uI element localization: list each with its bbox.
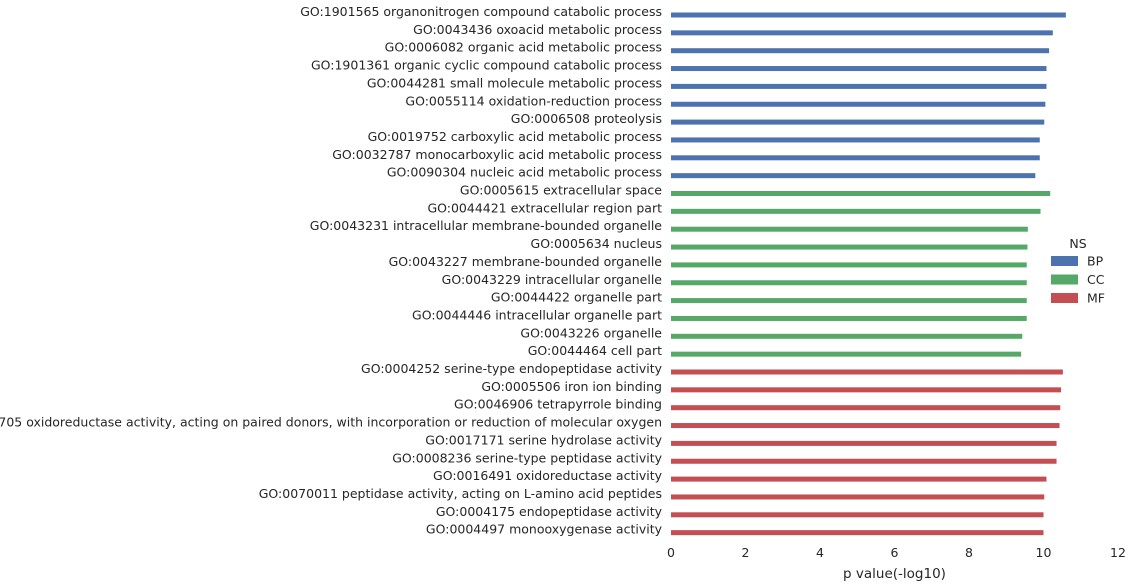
- bar-bp: [671, 155, 1040, 161]
- category-label: GO:0004497 monooxygenase activity: [426, 522, 663, 537]
- bar-mf: [671, 476, 1047, 482]
- bar-mf: [671, 458, 1057, 464]
- bar-cc: [671, 298, 1027, 304]
- x-tick-label: 8: [965, 545, 973, 560]
- bar-cc: [671, 280, 1027, 286]
- legend-swatch-cc: [1051, 274, 1078, 285]
- legend-title: NS: [1069, 236, 1086, 251]
- category-label: GO:0044421 extracellular region part: [427, 200, 662, 215]
- category-label: GO:0043436 oxoacid metabolic process: [413, 22, 662, 37]
- category-label: GO:0006508 proteolysis: [511, 111, 662, 126]
- category-label: GO:0017171 serine hydrolase activity: [425, 432, 662, 447]
- bar-cc: [671, 244, 1028, 250]
- legend-label-bp: BP: [1087, 254, 1104, 269]
- category-label: GO:0019752 carboxylic acid metabolic pro…: [368, 129, 662, 144]
- category-label: GO:0043227 membrane-bounded organelle: [389, 254, 663, 269]
- category-label: GO:0004175 endopeptidase activity: [436, 504, 663, 519]
- category-label: GO:0043231 intracellular membrane-bounde…: [310, 218, 663, 233]
- category-label: GO:1901361 organic cyclic compound catab…: [311, 58, 662, 73]
- legend-swatch-bp: [1051, 256, 1078, 266]
- bar-bp: [671, 12, 1066, 18]
- bar-mf: [671, 530, 1044, 536]
- category-label: GO:0005506 iron ion binding: [481, 379, 662, 394]
- bar-cc: [671, 333, 1023, 339]
- x-tick-label: 2: [742, 545, 750, 560]
- x-tick-label: 12: [1110, 545, 1126, 560]
- category-label: GO:0043229 intracellular organelle: [442, 272, 663, 287]
- bars-group: [671, 12, 1066, 536]
- category-labels-group: GO:1901565 organonitrogen compound catab…: [0, 4, 663, 537]
- legend-label-cc: CC: [1087, 272, 1105, 287]
- bar-mf: [671, 440, 1057, 446]
- bar-cc: [671, 226, 1028, 232]
- category-label: GO:1901565 organonitrogen compound catab…: [300, 4, 662, 19]
- bar-bp: [671, 30, 1053, 36]
- x-tick-label: 4: [816, 545, 824, 560]
- category-label: GO:0004252 serine-type endopeptidase act…: [361, 361, 663, 376]
- bar-bp: [671, 173, 1036, 179]
- category-label: GO:0043226 organelle: [520, 325, 662, 340]
- bar-bp: [671, 119, 1045, 125]
- category-label: GO:0006082 organic acid metabolic proces…: [385, 40, 662, 55]
- bar-bp: [671, 48, 1050, 54]
- category-label: GO:0008236 serine-type peptidase activit…: [392, 450, 662, 465]
- bar-cc: [671, 191, 1051, 196]
- category-label: GO:0044446 intracellular organelle part: [412, 307, 662, 322]
- bar-cc: [671, 262, 1027, 268]
- legend-swatch-mf: [1051, 293, 1078, 303]
- bar-bp: [671, 101, 1046, 107]
- legend-label-mf: MF: [1087, 291, 1105, 306]
- bar-mf: [671, 387, 1062, 393]
- bar-bp: [671, 83, 1047, 89]
- category-label: GO:0090304 nucleic acid metabolic proces…: [387, 165, 662, 180]
- bar-mf: [671, 512, 1044, 518]
- bar-cc: [671, 315, 1027, 321]
- bar-cc: [671, 351, 1022, 357]
- category-label: GO:0044422 organelle part: [491, 290, 662, 305]
- x-tick-label: 0: [667, 545, 675, 560]
- bar-mf: [671, 369, 1063, 375]
- x-tick-label: 6: [891, 545, 899, 560]
- bar-mf: [671, 405, 1061, 411]
- x-tick-label: 10: [1036, 545, 1052, 560]
- bar-bp: [671, 137, 1040, 143]
- legend: NS BP CC MF: [1051, 236, 1105, 306]
- category-label: GO:0016491 oxidoreductase activity: [433, 468, 663, 483]
- category-label: GO:0005634 nucleus: [531, 236, 662, 251]
- category-label: GO:0044281 small molecule metabolic proc…: [367, 75, 662, 90]
- category-label: GO:0044464 cell part: [528, 343, 662, 358]
- category-label: GO:0032787 monocarboxylic acid metabolic…: [332, 147, 662, 162]
- bar-cc: [671, 208, 1041, 214]
- x-tick-labels-group: 0 2 4 6 8 10 12: [667, 545, 1126, 560]
- category-label: GO:0005615 extracellular space: [460, 183, 662, 198]
- category-label: GO:0016705 oxidoreductase activity, acti…: [0, 415, 662, 430]
- x-axis-label: p value(-log10): [843, 566, 946, 582]
- category-label: GO:0046906 tetrapyrrole binding: [454, 397, 662, 412]
- category-label: GO:0055114 oxidation-reduction process: [405, 93, 662, 108]
- bar-mf: [671, 494, 1045, 500]
- bar-mf: [671, 423, 1060, 429]
- category-label: GO:0070011 peptidase activity, acting on…: [259, 486, 662, 501]
- bar-bp: [671, 66, 1047, 72]
